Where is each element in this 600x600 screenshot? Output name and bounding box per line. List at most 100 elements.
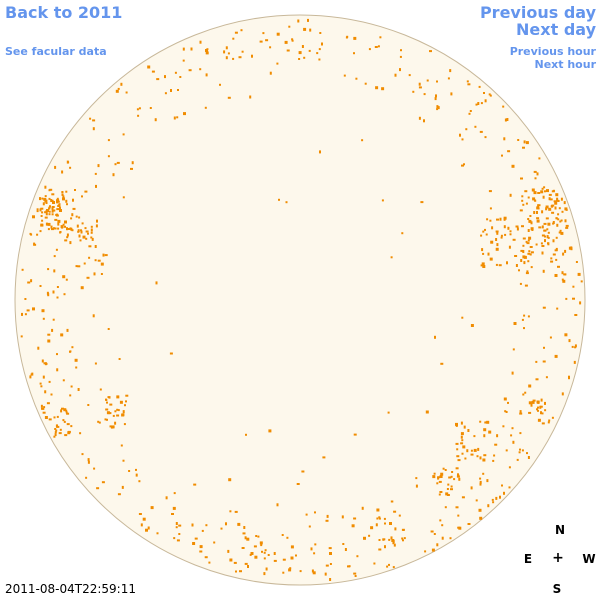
facula-spot <box>70 385 73 388</box>
facula-spot <box>536 217 540 220</box>
facula-spot <box>461 496 465 499</box>
facula-spot <box>482 472 485 475</box>
facula-spot <box>31 372 34 376</box>
facula-spot <box>426 79 429 82</box>
facula-spot <box>66 328 69 332</box>
facula-spot <box>542 306 546 309</box>
facula-spot <box>541 422 545 425</box>
facula-spot <box>549 336 552 339</box>
facula-spot <box>557 265 560 268</box>
previous-hour-link[interactable]: Previous hour <box>509 45 596 58</box>
facula-spot <box>123 423 126 426</box>
facula-spot <box>525 272 529 275</box>
facula-spot <box>394 527 397 531</box>
facula-spot <box>253 545 257 548</box>
facula-spot <box>522 255 526 259</box>
facula-spot <box>479 456 482 460</box>
facula-spot <box>520 249 524 252</box>
facula-spot <box>192 542 196 545</box>
previous-day-link[interactable]: Previous day <box>479 3 596 22</box>
next-hour-link[interactable]: Next hour <box>534 58 597 71</box>
facula-spot <box>325 564 329 567</box>
facula-spot <box>460 435 463 439</box>
facula-spot <box>85 237 88 240</box>
facula-spot <box>81 453 84 456</box>
facula-spot <box>489 207 492 210</box>
facula-spot <box>495 238 498 241</box>
facula-spot <box>542 269 545 273</box>
facula-spot <box>393 543 396 547</box>
see-facular-data-link[interactable]: See facular data <box>5 45 107 58</box>
facula-spot <box>457 514 460 517</box>
facula-spot <box>525 141 529 145</box>
facula-spot <box>505 449 508 452</box>
facula-spot <box>173 537 176 540</box>
facula-spot <box>538 204 541 207</box>
facula-spot <box>250 552 254 555</box>
facula-spot <box>62 275 66 279</box>
facula-spot <box>40 404 43 408</box>
facula-spot <box>125 394 129 397</box>
facula-spot <box>60 333 64 337</box>
facula-spot <box>69 241 72 245</box>
facula-spot <box>53 227 55 230</box>
facula-spot <box>545 207 548 211</box>
facula-spot <box>521 318 524 321</box>
facula-spot <box>85 230 89 233</box>
facula-spot <box>26 309 30 312</box>
facula-spot <box>67 228 71 230</box>
facula-spot <box>453 478 456 481</box>
facula-spot <box>21 268 24 271</box>
facula-spot <box>301 470 305 473</box>
facula-spot <box>234 510 238 513</box>
facula-spot <box>40 385 43 388</box>
facula-spot <box>48 197 51 200</box>
facula-spot <box>480 264 484 267</box>
facula-spot <box>225 522 227 526</box>
facula-spot <box>107 155 110 158</box>
compass-south-label: S <box>552 582 562 596</box>
facula-spot <box>116 408 119 411</box>
next-day-link[interactable]: Next day <box>516 20 596 39</box>
facula-spot <box>122 410 125 414</box>
facula-spot <box>135 468 137 471</box>
facula-spot <box>446 494 450 496</box>
facula-spot <box>504 233 507 236</box>
facula-spot <box>461 138 464 141</box>
facula-spot <box>449 537 452 540</box>
back-to-year-link[interactable]: Back to 2011 <box>5 3 123 22</box>
facula-spot <box>527 196 530 199</box>
facula-spot <box>377 45 380 48</box>
facula-spot <box>122 459 125 462</box>
facula-spot <box>81 195 83 198</box>
facula-spot <box>63 420 66 423</box>
facula-spot <box>537 204 540 208</box>
facula-spot <box>378 548 382 551</box>
facula-spot <box>388 538 391 541</box>
facula-spot <box>537 409 539 412</box>
facula-spot <box>487 504 490 508</box>
facula-spot <box>478 508 482 512</box>
facula-spot <box>29 232 32 235</box>
facula-spot <box>450 92 453 96</box>
facula-spot <box>326 514 329 518</box>
facula-spot <box>120 82 123 86</box>
facula-spot <box>263 551 266 554</box>
facula-spot <box>392 542 395 545</box>
facula-spot <box>41 219 44 222</box>
facula-spot <box>458 477 461 481</box>
facula-spot <box>87 458 90 462</box>
facula-spot <box>528 411 532 414</box>
facula-spot <box>278 198 280 201</box>
facula-spot <box>543 186 546 189</box>
facula-spot <box>501 154 503 157</box>
facula-spot <box>285 201 288 204</box>
facula-spot <box>56 425 60 428</box>
facula-spot <box>559 220 562 223</box>
facula-spot <box>528 236 532 240</box>
facula-spot <box>87 232 89 235</box>
facula-spot <box>156 78 160 81</box>
facula-spot <box>289 567 292 570</box>
facula-spot <box>540 190 544 194</box>
facula-spot <box>509 193 512 197</box>
